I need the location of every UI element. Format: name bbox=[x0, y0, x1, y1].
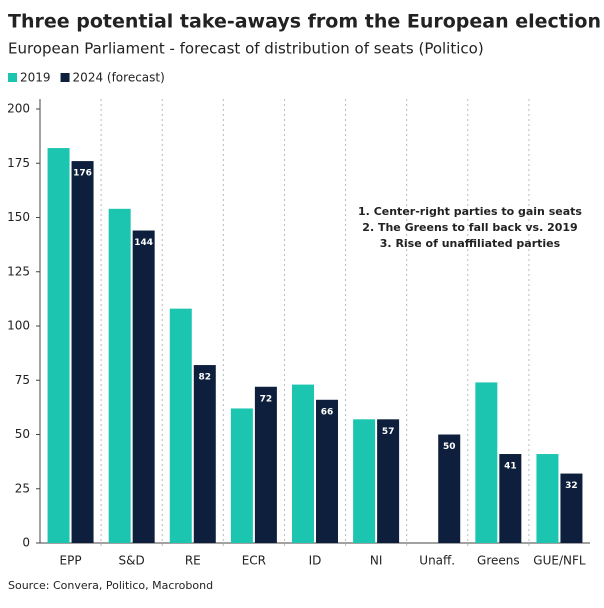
annotation: 1. Center-right parties to gain seats bbox=[358, 205, 582, 218]
x-tick-label: NI bbox=[370, 554, 383, 568]
legend-swatch bbox=[60, 73, 70, 82]
data-label: 32 bbox=[565, 481, 578, 491]
x-tick-label: ECR bbox=[242, 554, 266, 568]
y-tick-label: 125 bbox=[7, 264, 30, 278]
y-tick-label: 25 bbox=[15, 481, 30, 495]
bar bbox=[438, 434, 461, 543]
data-label: 41 bbox=[504, 462, 517, 472]
data-label: 82 bbox=[199, 373, 212, 383]
x-tick-label: Greens bbox=[477, 554, 520, 568]
x-tick-label: Unaff. bbox=[419, 554, 455, 568]
data-label: 144 bbox=[134, 238, 153, 248]
data-label: 50 bbox=[443, 442, 456, 452]
bar bbox=[230, 408, 253, 543]
y-tick-label: 150 bbox=[7, 210, 30, 224]
y-tick-label: 50 bbox=[15, 427, 30, 441]
bar bbox=[108, 208, 131, 543]
bar bbox=[193, 365, 216, 543]
x-tick-label: S&D bbox=[119, 554, 145, 568]
y-tick-label: 0 bbox=[22, 536, 30, 550]
bar bbox=[377, 419, 400, 543]
y-tick-label: 200 bbox=[7, 102, 30, 116]
bar bbox=[169, 308, 192, 543]
bar bbox=[536, 454, 559, 543]
annotation: 2. The Greens to fall back vs. 2019 bbox=[362, 221, 577, 234]
data-label: 57 bbox=[382, 427, 395, 437]
x-tick-label: GUE/NFL bbox=[533, 554, 586, 568]
data-label: 66 bbox=[321, 407, 334, 417]
annotation: 3. Rise of unaffiliated parties bbox=[380, 237, 561, 250]
x-tick-label: EPP bbox=[60, 554, 82, 568]
legend-swatch bbox=[8, 73, 17, 82]
bar bbox=[254, 386, 277, 543]
y-tick-label: 100 bbox=[7, 319, 30, 333]
bar bbox=[47, 148, 70, 543]
bar bbox=[292, 384, 314, 543]
y-tick-label: 175 bbox=[7, 156, 30, 170]
x-tick-label: ID bbox=[309, 554, 322, 568]
chart-subtitle: European Parliament - forecast of distri… bbox=[8, 40, 484, 58]
bar bbox=[71, 161, 94, 543]
bar bbox=[475, 382, 498, 543]
bar bbox=[316, 399, 338, 543]
bar bbox=[499, 454, 522, 543]
bar bbox=[132, 230, 155, 543]
data-label: 176 bbox=[73, 169, 92, 179]
bar bbox=[560, 473, 583, 543]
x-tick-label: RE bbox=[185, 554, 201, 568]
source: Source: Convera, Politico, Macrobond bbox=[8, 579, 213, 592]
legend-label: 2019 bbox=[20, 71, 51, 85]
chart-title: Three potential take-aways from the Euro… bbox=[8, 11, 601, 33]
data-label: 72 bbox=[260, 394, 273, 404]
legend-label: 2024 (forecast) bbox=[73, 71, 165, 85]
y-tick-label: 75 bbox=[15, 373, 30, 387]
bar bbox=[353, 419, 376, 543]
